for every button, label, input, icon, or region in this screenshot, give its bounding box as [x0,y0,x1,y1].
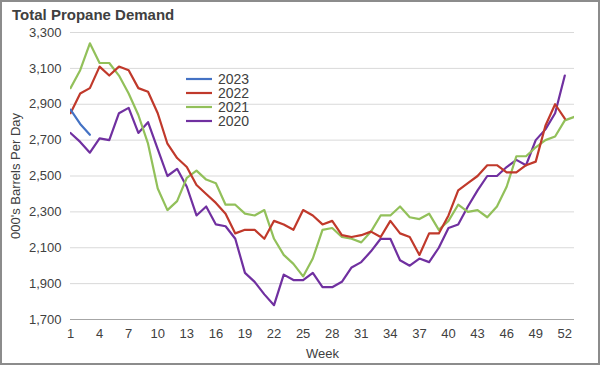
svg-text:28: 28 [325,326,339,341]
html-text:2020: 2020 [218,113,250,129]
svg-text:3,300: 3,300 [29,26,62,40]
svg-text:49: 49 [528,326,542,341]
html-text:2023: 2023 [218,71,250,87]
svg-text:1,900: 1,900 [29,276,62,291]
svg-text:2,700: 2,700 [29,132,62,147]
svg-text:31: 31 [354,326,368,341]
svg-text:2,900: 2,900 [29,96,62,111]
svg-text:37: 37 [412,326,426,341]
svg-text:7: 7 [125,326,132,341]
html-text:2021: 2021 [218,99,250,115]
svg-text:52: 52 [558,326,572,341]
svg-text:25: 25 [296,326,310,341]
svg-text:13: 13 [180,326,194,341]
svg-text:10: 10 [150,326,164,341]
svg-text:40: 40 [441,326,455,341]
html-text:2022: 2022 [218,85,250,101]
svg-text:2,100: 2,100 [29,240,62,255]
svg-text:22: 22 [267,326,281,341]
html-text:Total Propane Demand: Total Propane Demand [12,6,175,23]
svg-text:2,500: 2,500 [29,168,62,183]
svg-text:000's Barrels Per Day: 000's Barrels Per Day [8,112,23,239]
svg-text:1,700: 1,700 [29,312,62,327]
svg-text:3,100: 3,100 [29,61,62,76]
svg-text:4: 4 [96,326,103,341]
svg-text:1: 1 [67,326,74,341]
svg-text:19: 19 [238,326,252,341]
svg-text:16: 16 [209,326,223,341]
svg-text:Week: Week [306,346,339,361]
svg-text:43: 43 [470,326,484,341]
svg-text:2,300: 2,300 [29,204,62,219]
svg-text:34: 34 [383,326,397,341]
svg-text:46: 46 [499,326,513,341]
